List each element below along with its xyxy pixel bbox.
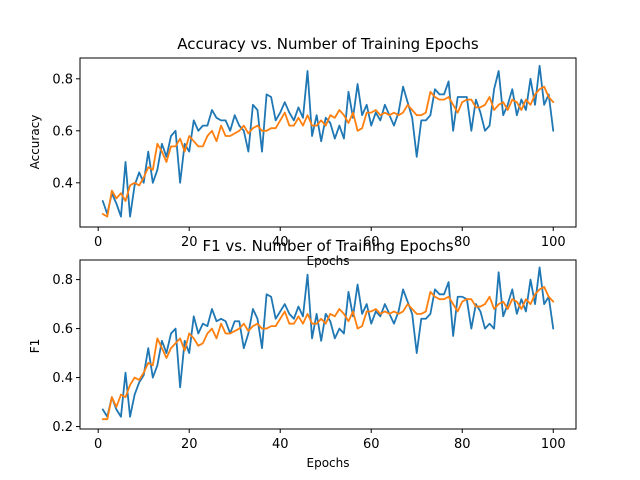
f1-y-tick-label: 0.4 <box>52 371 73 386</box>
accuracy-x-tick-label: 20 <box>181 235 198 250</box>
f1-series-line-0 <box>101 266 555 418</box>
accuracy-series-line-1 <box>101 85 555 218</box>
accuracy-series-group <box>101 64 555 218</box>
f1-y-tick-label: 0.8 <box>52 273 73 288</box>
accuracy-y-axis-label: Accuracy <box>28 115 42 170</box>
f1-x-tick-label: 20 <box>181 437 198 452</box>
accuracy-y-tick-label: 0.4 <box>52 176 73 191</box>
accuracy-x-tick-label: 60 <box>363 235 380 250</box>
accuracy-y-tick-label: 0.6 <box>52 124 73 139</box>
f1-ticks: 0 20 40 60 80 100 0.2 0.4 0.6 0.8 <box>52 273 565 452</box>
accuracy-subplot: Accuracy vs. Number of Training Epochs 0… <box>28 35 577 268</box>
f1-y-tick-label: 0.6 <box>52 322 73 337</box>
accuracy-series-line-0 <box>101 64 555 218</box>
accuracy-x-axis-label: Epochs <box>307 254 350 268</box>
f1-x-tick-label: 40 <box>272 437 289 452</box>
f1-x-tick-label: 0 <box>94 437 102 452</box>
accuracy-x-tick-label: 40 <box>272 235 289 250</box>
accuracy-chart-title: Accuracy vs. Number of Training Epochs <box>177 35 479 53</box>
accuracy-y-tick-label: 0.8 <box>52 72 73 87</box>
f1-axes-frame <box>79 259 577 430</box>
accuracy-x-tick-label: 0 <box>94 235 102 250</box>
f1-series-group <box>101 266 555 421</box>
f1-subplot: F1 vs. Number of Training Epochs 0 20 40 60… <box>28 237 577 470</box>
f1-x-axis-label: Epochs <box>307 456 350 470</box>
f1-y-axis-label: F1 <box>28 339 42 354</box>
f1-series-line-1 <box>101 286 555 421</box>
f1-x-tick-label: 60 <box>363 437 380 452</box>
f1-x-tick-label: 80 <box>454 437 471 452</box>
f1-x-tick-label: 100 <box>541 437 566 452</box>
accuracy-x-tick-label: 100 <box>541 235 566 250</box>
f1-y-tick-label: 0.2 <box>52 420 73 435</box>
accuracy-ticks: 0 20 40 60 80 100 0.4 0.6 0.8 <box>52 72 565 250</box>
accuracy-axes-frame <box>79 57 577 228</box>
f1-chart-title: F1 vs. Number of Training Epochs <box>202 237 453 255</box>
accuracy-x-tick-label: 80 <box>454 235 471 250</box>
